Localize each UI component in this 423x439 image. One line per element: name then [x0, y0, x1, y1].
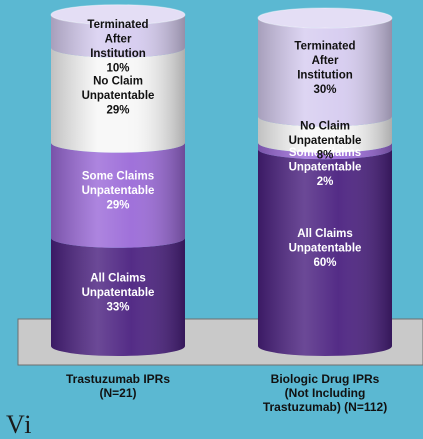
bar-segment-shade-0-2 [51, 47, 185, 153]
category-labels: Trastuzumab IPRs (N=21) Biologic Drug IPRs… [66, 372, 387, 414]
bar-segment-shade-0-1 [51, 142, 185, 248]
bar-segment-shade-0-0 [51, 237, 185, 356]
bar-segment-shade-1-3 [258, 18, 392, 127]
segment-label-1-3: Terminated After Institution 30% [294, 40, 355, 95]
segment-label-0-1: Some Claims Unpatentable 29% [82, 171, 155, 212]
segment-label-0-2: No Claim Unpatentable 29% [82, 76, 155, 117]
chart-area: All Claims Unpatentable 33% Some Claims Unpa… [6, 4, 423, 438]
bar-segment-shade-1-0 [258, 149, 392, 356]
bar-segment-shade-1-2 [258, 116, 392, 153]
segment-label-0-0: All Claims Unpatentable 33% [82, 272, 155, 313]
segment-label-0-3: Terminated After Institution 10% [87, 19, 148, 75]
corner-watermark-text: Vi [6, 410, 33, 439]
segment-labels: All Claims Unpatentable 33% Some Claims Unpa… [82, 19, 362, 313]
bar-top-cap-0 [50, 4, 186, 26]
category-label-0: Trastuzumab IPRs (N=21) [66, 372, 170, 400]
bar-segment-shade-0-3 [51, 14, 185, 58]
bar-top-cap-1 [257, 7, 393, 29]
stacked-cylinder-chart: All Claims Unpatentable 33% Some Claims Unpa… [17, 4, 423, 414]
bar-segment-shade-1-1 [258, 142, 392, 160]
segment-label-1-1: Some Claims Unpatentable 2% [289, 147, 362, 188]
segment-label-1-0: All Claims Unpatentable 60% [289, 228, 362, 269]
category-label-1: Biologic Drug IPRs (Not Including Trastuzu… [263, 372, 387, 414]
bars [50, 4, 393, 356]
segment-label-1-2: No Claim Unpatentable 8% [289, 121, 362, 162]
